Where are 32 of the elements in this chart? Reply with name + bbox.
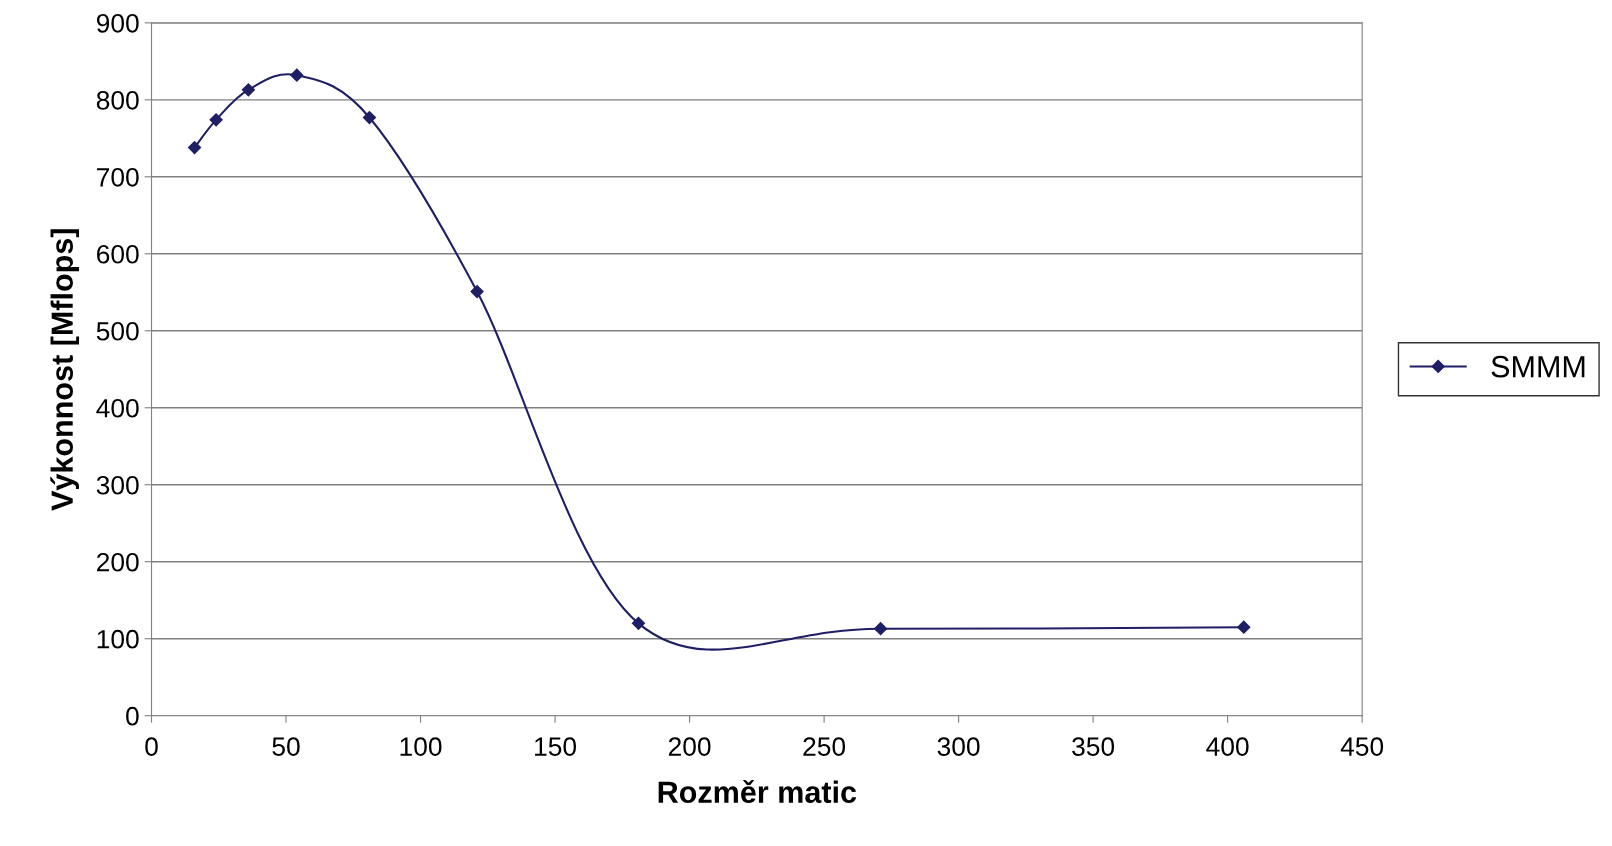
- y-tick-label: 500: [96, 321, 139, 341]
- x-tick-label: 250: [803, 737, 846, 756]
- point: [362, 110, 377, 125]
- x-tick-label: 300: [937, 737, 980, 756]
- point: [290, 68, 304, 82]
- x-tick-label: 400: [1206, 737, 1249, 756]
- point: [1237, 620, 1251, 634]
- point: [241, 83, 255, 97]
- y-tick-label: 100: [97, 629, 139, 649]
- y-tick-label: 300: [96, 475, 139, 495]
- x-axis-title: Rozměr matic: [658, 779, 857, 804]
- y-tick-label: 600: [97, 244, 139, 264]
- x-tick-label: 450: [1340, 737, 1384, 756]
- point: [631, 616, 646, 630]
- legend-label: SMMM: [1491, 355, 1585, 378]
- y-tick-label: 400: [96, 398, 139, 418]
- y-tick-label: 200: [97, 552, 139, 572]
- point: [470, 284, 484, 299]
- x-tick-label: 150: [535, 737, 577, 756]
- y-tick-label: 0: [126, 706, 139, 726]
- point: [873, 622, 888, 636]
- x-tick-label: 100: [400, 737, 442, 756]
- y-axis-title: Výkonnost [Mflops]: [50, 229, 80, 511]
- point: [187, 140, 202, 155]
- x-tick-label: 200: [668, 737, 711, 756]
- y-tick-label: 900: [96, 13, 139, 33]
- y-tick-label: 800: [96, 90, 139, 110]
- point: [209, 113, 223, 127]
- x-tick-label: 50: [272, 737, 300, 756]
- x-tick-label: 0: [145, 737, 158, 756]
- y-tick-label: 700: [97, 167, 139, 187]
- x-tick-label: 350: [1072, 737, 1115, 756]
